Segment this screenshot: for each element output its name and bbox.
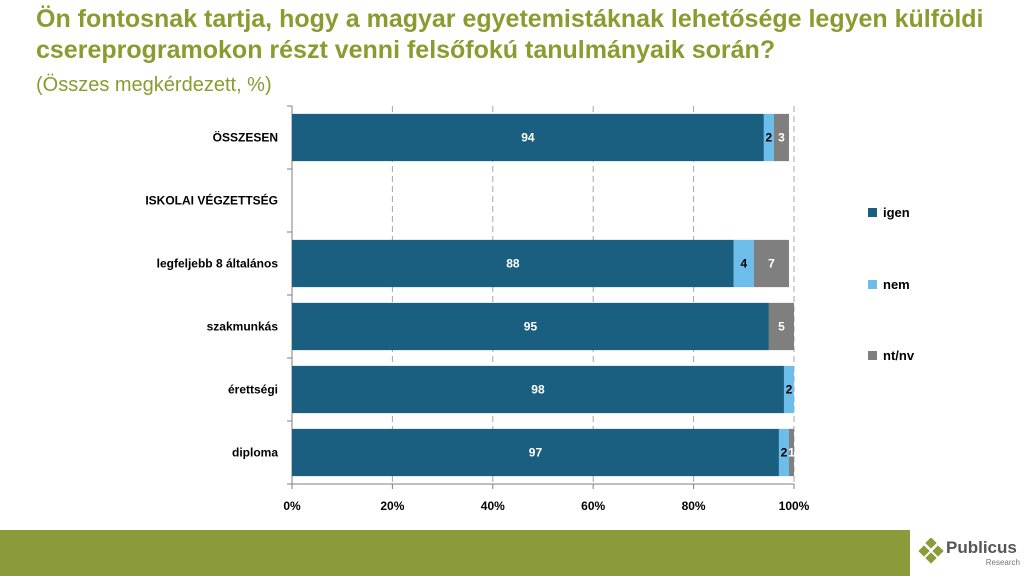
data-label: 7 (768, 257, 775, 271)
data-label: 88 (506, 257, 520, 271)
logo-subtext: Research (985, 558, 1020, 567)
category-label: ISKOLAI VÉGZETTSÉG (145, 193, 278, 208)
bar-segment-nem (783, 365, 794, 414)
legend-label: nem (883, 277, 910, 292)
legend-label: igen (883, 205, 910, 220)
legend-swatch (868, 280, 877, 289)
footer-band (0, 530, 910, 576)
bar-segment-igen (292, 302, 769, 351)
data-label: 5 (778, 320, 785, 334)
legend-swatch (868, 351, 877, 360)
x-tick-label: 20% (380, 499, 404, 513)
bar-segment-igen (292, 239, 734, 288)
data-label: 2 (786, 383, 793, 397)
bar-segment-nt-nv (773, 113, 789, 162)
logo-text: Publicus (946, 538, 1017, 557)
bar-segment-nem (763, 113, 774, 162)
logo-diamond-icon (918, 538, 944, 564)
legend-swatch (868, 208, 877, 217)
bar-segment-nt-nv (768, 302, 794, 351)
data-label: 94 (521, 131, 535, 145)
bar-segment-nt-nv (788, 428, 794, 477)
data-label: 4 (740, 257, 747, 271)
data-label: 3 (778, 131, 785, 145)
category-label: szakmunkás (207, 320, 279, 334)
category-label: legfeljebb 8 általános (157, 257, 279, 271)
bar-segment-igen (292, 365, 784, 414)
category-label: ÖSSZESEN (213, 130, 278, 145)
bar-segment-nem (778, 428, 789, 477)
x-tick-label: 40% (481, 499, 505, 513)
x-tick-label: 100% (779, 499, 810, 513)
legend-label: nt/nv (883, 348, 915, 363)
x-tick-label: 80% (682, 499, 706, 513)
chart-title: Ön fontosnak tartja, hogy a magyar egyet… (36, 5, 984, 64)
data-label: 2 (766, 131, 773, 145)
data-label: 2 (781, 446, 788, 460)
data-label: 98 (531, 383, 545, 397)
chart-subtitle: (Összes megkérdezett, %) (36, 74, 272, 96)
bar-segment-igen (292, 113, 764, 162)
bar-segment-nem (733, 239, 754, 288)
data-label: 95 (524, 320, 538, 334)
data-label: 97 (529, 446, 543, 460)
data-label: 1 (788, 446, 795, 460)
category-label: diploma (232, 446, 278, 460)
x-tick-label: 60% (581, 499, 605, 513)
bar-segment-igen (292, 428, 779, 477)
x-tick-label: 0% (283, 499, 301, 513)
category-label: érettségi (228, 383, 278, 397)
publicus-logo: Publicus Research (918, 536, 1022, 572)
bar-segment-nt-nv (753, 239, 789, 288)
